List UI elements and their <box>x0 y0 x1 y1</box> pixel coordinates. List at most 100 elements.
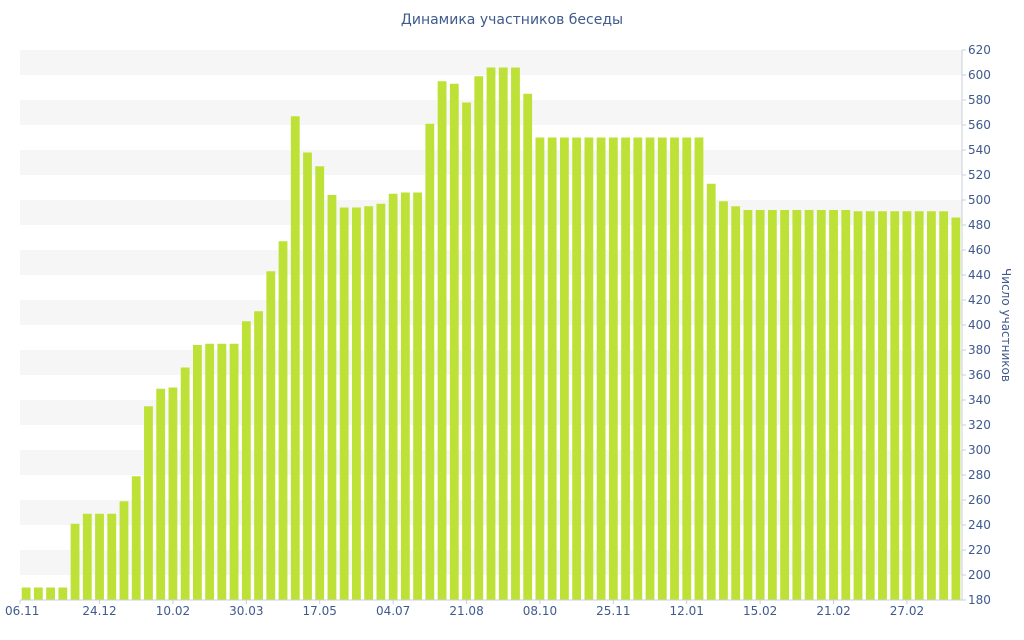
bar <box>792 210 802 600</box>
bar <box>523 93 533 600</box>
bar <box>621 137 630 600</box>
x-axis: 06.11 24.12 10.02 30.03 17.05 04.07 21.08 08.10… <box>5 599 962 618</box>
bar <box>633 137 643 600</box>
bar <box>474 76 484 600</box>
bar <box>914 211 924 600</box>
bar <box>400 192 410 600</box>
bar <box>315 166 325 600</box>
bar <box>719 201 728 600</box>
y-tick-label: 360 <box>968 368 991 382</box>
bar <box>254 311 263 600</box>
y-tick-label: 260 <box>968 493 991 507</box>
x-tick-label: 21.02 <box>816 604 850 618</box>
y-tick-label: 540 <box>968 143 991 157</box>
x-tick-label: 06.11 <box>5 604 39 618</box>
bar <box>58 587 68 600</box>
bar <box>180 367 190 600</box>
bar <box>951 217 961 600</box>
y-tick-label: 200 <box>968 568 991 582</box>
bar <box>21 587 31 600</box>
bar <box>425 123 435 600</box>
bar <box>657 137 667 600</box>
bar <box>743 210 753 600</box>
bar <box>596 137 606 600</box>
x-tick-label: 10.02 <box>156 604 190 618</box>
bar <box>241 321 251 600</box>
y-tick-label: 440 <box>968 268 991 282</box>
y-tick-label: 340 <box>968 393 991 407</box>
y-tick-label: 380 <box>968 343 991 357</box>
y-tick-label: 460 <box>968 243 991 257</box>
bar <box>95 513 104 600</box>
bar <box>70 523 80 600</box>
bar <box>437 81 447 600</box>
bar <box>767 210 777 600</box>
bar <box>706 183 716 600</box>
bar <box>388 193 398 600</box>
bar <box>486 67 496 600</box>
bar <box>449 83 459 600</box>
bar <box>278 241 288 600</box>
bar <box>364 206 374 600</box>
bar <box>865 211 875 600</box>
bar <box>780 210 790 600</box>
bar <box>939 211 949 600</box>
bar <box>119 501 129 600</box>
x-tick-label: 15.02 <box>743 604 777 618</box>
x-tick-label: 17.05 <box>303 604 337 618</box>
bar <box>376 203 386 600</box>
bar <box>156 388 166 600</box>
bar <box>144 406 153 600</box>
y-tick-label: 180 <box>968 593 991 607</box>
y-tick-label: 560 <box>968 118 991 132</box>
bar <box>303 152 312 600</box>
bar <box>829 210 838 600</box>
bar <box>192 345 202 600</box>
y-axis-label: Число участников <box>999 268 1013 382</box>
bar <box>608 137 618 600</box>
bar <box>804 210 814 600</box>
x-tick-label: 25.11 <box>596 604 630 618</box>
y-tick-label: 580 <box>968 93 991 107</box>
x-tick-label: 12.01 <box>670 604 704 618</box>
bar <box>731 206 741 600</box>
bar <box>290 116 300 600</box>
bar <box>352 207 361 600</box>
y-tick-label: 420 <box>968 293 991 307</box>
bar <box>107 513 117 600</box>
bar <box>755 210 765 600</box>
bar <box>205 343 215 600</box>
bar <box>535 137 545 600</box>
bar <box>462 102 471 600</box>
bar <box>498 67 508 600</box>
y-tick-label: 280 <box>968 468 991 482</box>
bar <box>168 387 178 600</box>
y-tick-label: 400 <box>968 318 991 332</box>
bar <box>927 211 936 600</box>
x-tick-label: 27.02 <box>890 604 924 618</box>
bar <box>584 137 594 600</box>
bar <box>682 137 692 600</box>
bar <box>46 587 55 600</box>
bar <box>82 513 92 600</box>
bar <box>229 343 239 600</box>
bar <box>327 195 337 600</box>
y-tick-label: 320 <box>968 418 991 432</box>
x-tick-label: 24.12 <box>82 604 116 618</box>
x-tick-label: 08.10 <box>523 604 557 618</box>
y-tick-label: 600 <box>968 68 991 82</box>
y-axis: 180 200 220 240 260 280 300 320 340 360 380 400 420 4… <box>961 43 991 607</box>
bar <box>547 137 557 600</box>
bar <box>878 211 887 600</box>
y-tick-label: 240 <box>968 518 991 532</box>
y-tick-label: 520 <box>968 168 991 182</box>
bar <box>841 210 851 600</box>
y-tick-label: 220 <box>968 543 991 557</box>
bar <box>890 211 900 600</box>
x-tick-label: 04.07 <box>376 604 410 618</box>
bar <box>902 211 912 600</box>
y-tick-label: 500 <box>968 193 991 207</box>
bar <box>560 137 569 600</box>
bar <box>266 271 276 600</box>
